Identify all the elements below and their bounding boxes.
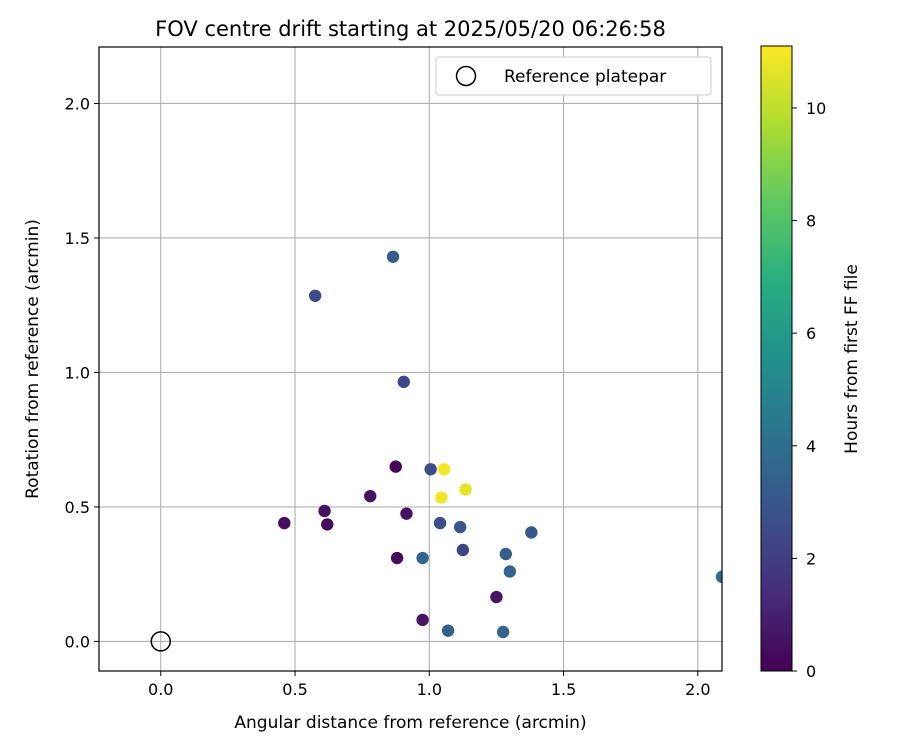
plot-frame (98, 46, 723, 672)
data-point (424, 463, 437, 476)
colorbar-tick-label: 10 (806, 99, 826, 118)
y-tick-label: 0.5 (65, 498, 90, 517)
y-axis-title: Rotation from reference (arcmin) (23, 219, 43, 499)
colorbar-title: Hours from first FF file (842, 264, 862, 454)
data-point (496, 625, 510, 639)
x-tick-label: 0.0 (148, 680, 173, 699)
data-point (435, 491, 448, 504)
data-point (453, 520, 467, 534)
colorbar-tick-label: 0 (806, 662, 816, 681)
data-point (456, 543, 470, 557)
data-point (400, 507, 413, 520)
data-point (715, 570, 722, 584)
legend-box (435, 56, 712, 96)
data-point (386, 250, 400, 263)
data-point (490, 590, 503, 604)
plot-area (99, 47, 722, 671)
data-point (503, 565, 517, 578)
y-tick-label: 2.0 (65, 94, 90, 113)
colorbar-tick-label: 2 (806, 549, 816, 568)
data-point (308, 289, 322, 302)
y-axis: 0.0 0.5 1.0 1.5 2.0 (65, 94, 99, 651)
legend: Reference platepar (435, 56, 712, 96)
x-tick-label: 1.0 (417, 680, 442, 699)
legend-marker-icon (455, 65, 477, 87)
colorbar-tick-label: 8 (806, 212, 816, 231)
y-tick-label: 1.0 (65, 363, 90, 382)
data-point (389, 460, 402, 473)
x-tick-label: 2.0 (685, 680, 710, 699)
chart-title: FOV centre drift starting at 2025/05/20 … (155, 17, 666, 41)
data-points (278, 250, 722, 639)
x-tick-label: 0.5 (282, 680, 307, 699)
data-point (397, 375, 410, 389)
x-axis: 0.0 0.5 1.0 1.5 2.0 (148, 671, 711, 699)
data-point (459, 483, 472, 496)
colorbar: 0 2 4 6 8 10 Hours from first FF file (760, 45, 862, 681)
data-point (437, 463, 451, 476)
legend-label: Reference platepar (504, 67, 666, 87)
data-point (416, 613, 429, 627)
data-point (321, 518, 334, 531)
data-point (525, 526, 538, 539)
data-point (278, 516, 291, 530)
colorbar-ticks: 0 2 4 6 8 10 (792, 99, 826, 681)
data-point (416, 551, 429, 565)
grid-lines (99, 47, 722, 671)
colorbar-gradient (760, 45, 793, 672)
reference-point (150, 631, 172, 652)
y-tick-label: 0.0 (65, 632, 90, 651)
data-point (364, 489, 377, 503)
data-point (433, 516, 447, 530)
x-axis-title: Angular distance from reference (arcmin) (234, 713, 586, 733)
colorbar-tick-label: 4 (806, 437, 816, 456)
y-tick-label: 1.5 (65, 229, 90, 248)
x-tick-label: 1.5 (551, 680, 576, 699)
colorbar-tick-label: 6 (806, 324, 816, 343)
data-point (318, 504, 331, 518)
data-point (441, 624, 455, 637)
data-point (499, 547, 513, 561)
data-point (390, 551, 404, 565)
